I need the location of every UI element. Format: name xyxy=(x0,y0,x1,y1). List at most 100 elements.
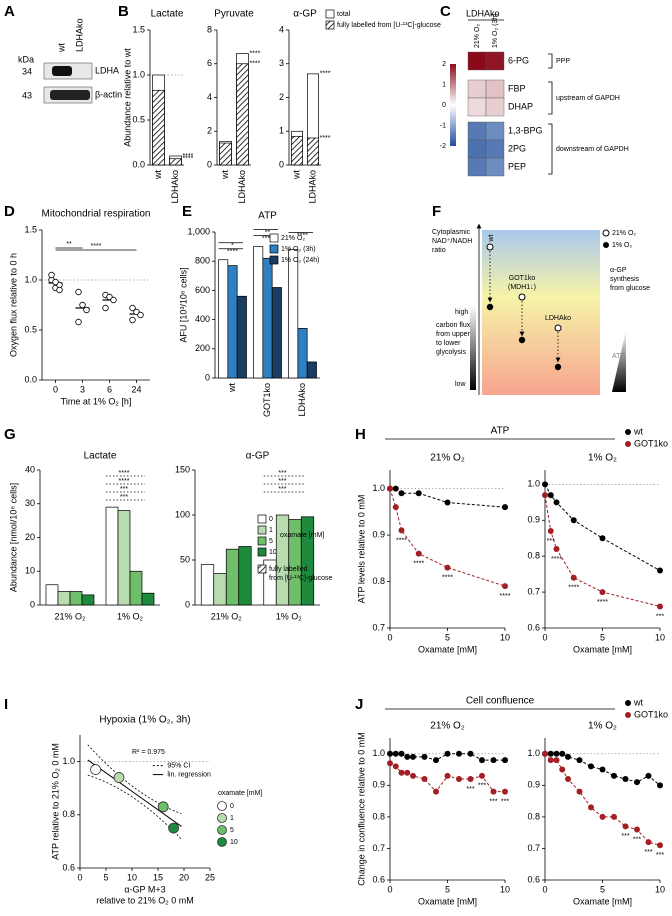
group-label: PPP xyxy=(556,58,570,65)
node-label: GOT1ko xyxy=(509,275,536,282)
data-point xyxy=(444,750,451,757)
data-point xyxy=(490,788,497,795)
legend-label: GOT1ko xyxy=(634,438,668,448)
data-point xyxy=(56,286,63,294)
data-point xyxy=(129,304,136,312)
legend-swatch xyxy=(325,20,335,30)
significance: **** xyxy=(182,153,193,160)
significance: **** xyxy=(119,470,130,477)
legend-marker xyxy=(217,837,227,847)
column-label: 21% O₂ xyxy=(474,24,481,48)
legend-swatch xyxy=(257,536,267,546)
x-tick-label: wt xyxy=(227,383,237,393)
atp-wedge xyxy=(612,330,626,392)
data-point xyxy=(657,782,663,789)
y-tick-label: 0.6 xyxy=(372,874,385,884)
x-tick-label: 5 xyxy=(600,632,605,642)
chart-title: Pyruvate xyxy=(214,9,254,20)
legend-swatch xyxy=(257,525,267,535)
y-tick-label: 0 xyxy=(207,159,212,169)
y-tick-label: 8 xyxy=(207,24,212,34)
y-tick-label: 1.0 xyxy=(62,756,75,766)
data-point xyxy=(553,546,560,552)
x-tick-label: 0 xyxy=(542,632,547,642)
y-tick-label: 0.5 xyxy=(24,324,37,334)
significance: **** xyxy=(297,232,308,239)
chart-title: ATP xyxy=(258,211,277,222)
bar xyxy=(105,506,119,606)
bar xyxy=(200,564,215,606)
legend-label: 5 xyxy=(269,538,273,545)
axis-label: ratio xyxy=(432,247,446,254)
bar xyxy=(141,592,155,606)
x-tick-label: 0 xyxy=(53,384,58,394)
data-point xyxy=(398,527,405,534)
heatmap-cell xyxy=(485,157,505,177)
y-tick-label: 30 xyxy=(25,498,35,508)
blot-band xyxy=(52,66,72,76)
heatmap-cell xyxy=(467,51,487,71)
data-point xyxy=(102,304,109,312)
blot-marker: 43 xyxy=(22,90,32,100)
data-point xyxy=(622,823,629,830)
data-point xyxy=(137,311,144,319)
legend-label: 1% O₂ xyxy=(612,242,633,249)
panel-label: I xyxy=(4,696,8,713)
legend-title: oxamate [mM] xyxy=(218,790,262,797)
y-axis-label: ATP relative to 21% O₂ 0 mM xyxy=(50,743,60,860)
x-tick-label: 0 xyxy=(387,884,392,894)
bar xyxy=(169,158,182,166)
data-point xyxy=(387,750,393,757)
legend-label: fully labelled xyxy=(269,566,308,573)
significance: *** xyxy=(656,613,664,620)
data-point xyxy=(113,772,125,783)
legend-title: oxamate [mM] xyxy=(280,532,324,539)
legend-label: 1% O₂ (24h) xyxy=(281,257,320,264)
data-point xyxy=(398,490,405,497)
panel-label: B xyxy=(118,3,129,20)
group-header: Cell confluence xyxy=(466,696,535,707)
data-point xyxy=(576,757,583,764)
x-axis-label: α-GP M+3 xyxy=(124,884,165,894)
y-tick-label: 0.0 xyxy=(24,374,37,384)
significance: ** xyxy=(66,241,72,248)
y-tick-label: 0.8 xyxy=(372,811,385,821)
x-tick-label: 1% O₂ xyxy=(117,611,144,621)
x-tick-label: 24 xyxy=(131,384,141,394)
significance: **** xyxy=(551,556,562,563)
x-axis-label: Oxamate [mM] xyxy=(573,896,632,906)
data-point xyxy=(559,750,566,757)
x-axis-label: relative to 21% O₂ 0 mM xyxy=(96,895,194,905)
data-point xyxy=(599,589,606,596)
significance: *** xyxy=(120,494,128,501)
data-point xyxy=(542,750,548,757)
panel-label: D xyxy=(4,203,15,220)
y-tick-label: 1.0 xyxy=(527,748,540,758)
node xyxy=(518,336,526,344)
bar xyxy=(117,510,131,606)
flux-bar xyxy=(470,305,476,390)
data-point xyxy=(547,757,554,764)
legend-label: 0 xyxy=(269,516,273,523)
y-axis-label: Oxygen flux relative to 0 h xyxy=(8,253,18,357)
legend-label: 1 xyxy=(269,527,273,534)
data-point xyxy=(444,564,451,571)
legend-label: 0 xyxy=(230,803,234,810)
heatmap-cell xyxy=(467,157,487,177)
x-axis-label: Oxamate [mM] xyxy=(418,896,477,906)
heatmap-cell xyxy=(467,97,487,117)
data-point xyxy=(502,757,508,764)
data-point xyxy=(83,306,90,314)
x-tick-label: LDHAko xyxy=(307,170,317,204)
row-label: PEP xyxy=(508,161,526,171)
significance: **** xyxy=(597,599,608,606)
significance: *** xyxy=(656,852,664,859)
significance: **** xyxy=(320,135,331,142)
data-point xyxy=(576,788,583,795)
significance: **** xyxy=(568,585,579,592)
panel-label: G xyxy=(4,426,16,443)
heatmap-cell xyxy=(467,121,487,141)
x-tick-label: 10 xyxy=(500,884,510,894)
y-tick-label: 0.7 xyxy=(372,622,385,632)
series-line xyxy=(544,495,661,607)
